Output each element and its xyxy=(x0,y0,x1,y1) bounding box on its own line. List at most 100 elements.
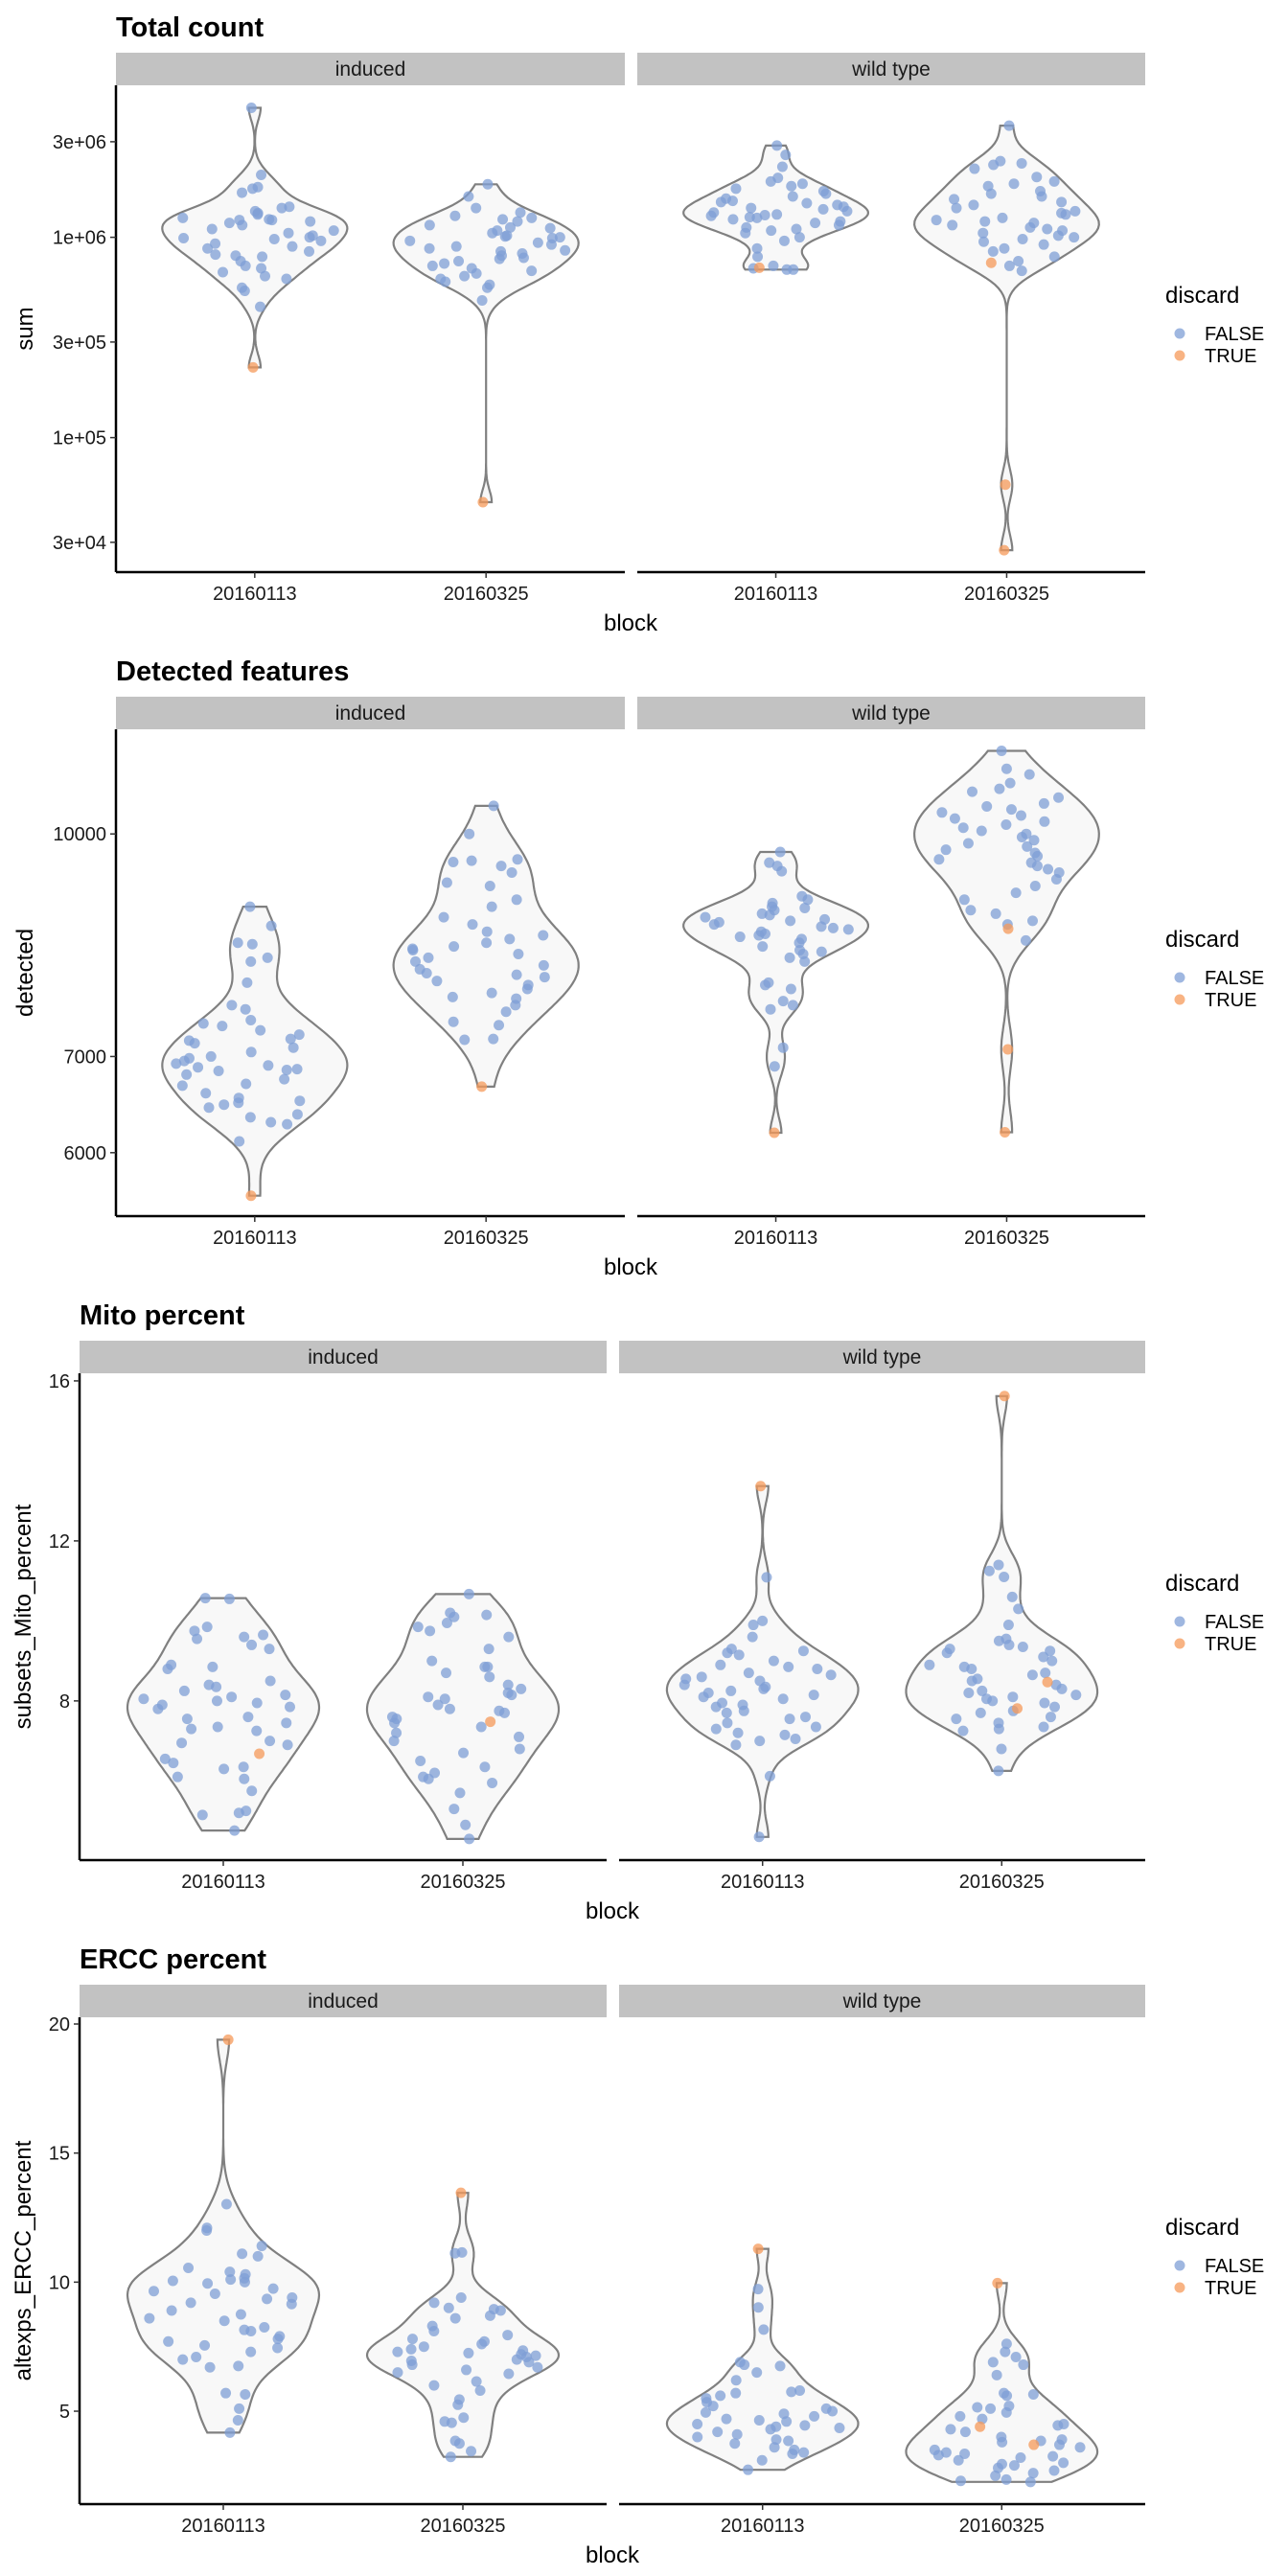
chart-title: ERCC percent xyxy=(80,1944,266,1975)
data-point-kept xyxy=(777,1042,789,1053)
data-point-kept xyxy=(315,235,327,246)
data-point-kept xyxy=(201,1622,213,1633)
data-point-kept xyxy=(798,2447,810,2458)
data-point-kept xyxy=(790,1734,801,1745)
data-point-kept xyxy=(291,1109,303,1120)
data-point-kept xyxy=(497,214,509,225)
data-point-kept xyxy=(753,1831,765,1843)
data-point-kept xyxy=(245,1014,257,1025)
facet-strip xyxy=(80,1341,607,1373)
data-point-kept xyxy=(453,2438,465,2450)
data-point-kept xyxy=(721,2413,732,2425)
data-point-kept xyxy=(464,828,475,840)
data-point-kept xyxy=(526,265,538,277)
data-point-kept xyxy=(466,855,477,866)
data-point-kept xyxy=(176,1080,188,1092)
chart-2: Mito percent subsets_Mito_percent induced 8… xyxy=(11,1300,1264,1924)
data-point-kept xyxy=(758,1683,770,1694)
data-point-kept xyxy=(975,1707,986,1718)
data-point-kept xyxy=(266,215,278,226)
data-point-kept xyxy=(461,2364,472,2376)
data-point-kept xyxy=(197,1018,209,1029)
x-axis-title: block xyxy=(604,610,658,636)
data-point-kept xyxy=(481,937,493,949)
data-point-kept xyxy=(532,2361,543,2373)
data-point-kept xyxy=(499,231,511,242)
data-point-kept xyxy=(412,1622,424,1633)
data-point-kept xyxy=(446,2417,457,2428)
data-point-kept xyxy=(486,901,497,912)
data-point-kept xyxy=(441,1617,452,1628)
y-axis-title: subsets_Mito_percent xyxy=(11,1504,36,1729)
data-point-kept xyxy=(774,846,786,858)
data-point-kept xyxy=(1002,1620,1014,1631)
y-tick-label: 12 xyxy=(49,1531,70,1552)
data-point-kept xyxy=(1048,2465,1060,2476)
data-point-kept xyxy=(965,905,977,916)
data-point-kept xyxy=(233,1097,244,1109)
data-point-kept xyxy=(163,2335,174,2347)
data-point-kept xyxy=(232,937,243,949)
data-point-kept xyxy=(764,857,775,868)
data-point-kept xyxy=(178,1055,190,1067)
data-point-kept xyxy=(443,2302,454,2313)
data-point-kept xyxy=(260,270,271,282)
data-point-kept xyxy=(405,2343,417,2355)
legend-key-true xyxy=(1174,994,1185,1005)
y-tick-label: 3e+06 xyxy=(53,132,106,153)
data-point-kept xyxy=(280,1690,291,1701)
facet-strip xyxy=(619,1985,1145,2017)
y-tick-label: 7000 xyxy=(64,1046,107,1068)
data-point-kept xyxy=(244,1112,256,1123)
data-point-kept xyxy=(786,2386,797,2398)
data-point-kept xyxy=(256,169,267,180)
legend-title: discard xyxy=(1165,283,1239,309)
data-point-kept xyxy=(178,1685,190,1696)
data-point-kept xyxy=(423,952,434,963)
data-point-kept xyxy=(256,2241,267,2252)
data-point-kept xyxy=(1016,265,1027,277)
violin xyxy=(665,1484,860,1838)
data-point-kept xyxy=(521,983,533,995)
facet-label: wild type xyxy=(842,1990,922,2012)
data-point-kept xyxy=(288,1042,299,1053)
data-point-kept xyxy=(440,276,451,288)
data-point-kept xyxy=(246,1785,258,1797)
data-point-kept xyxy=(211,1695,222,1707)
data-point-kept xyxy=(255,1024,266,1036)
facet-panel: induced 6000 7000 10000 20160113 20160325 xyxy=(53,697,625,1249)
y-tick-label: 8 xyxy=(59,1691,70,1713)
data-point-kept xyxy=(1017,233,1028,244)
data-point-kept xyxy=(539,972,550,983)
data-point-kept xyxy=(940,844,952,856)
data-point-kept xyxy=(207,1661,218,1672)
data-point-kept xyxy=(710,1701,722,1713)
data-point-kept xyxy=(242,977,253,988)
data-point-kept xyxy=(223,1593,235,1604)
data-point-kept xyxy=(781,2416,793,2427)
data-point-kept xyxy=(453,256,465,267)
data-point-kept xyxy=(1042,223,1053,235)
data-point-kept xyxy=(1036,191,1047,202)
data-point-kept xyxy=(1000,2473,1012,2485)
data-point-kept xyxy=(463,2347,474,2358)
data-point-kept xyxy=(523,2357,535,2368)
data-point-kept xyxy=(827,922,839,933)
data-point-kept xyxy=(449,2312,461,2324)
data-point-kept xyxy=(796,178,808,190)
facet-label: wild type xyxy=(842,1346,922,1368)
data-point-kept xyxy=(426,1655,438,1667)
facet-strip xyxy=(637,53,1145,85)
data-point-kept xyxy=(294,1095,306,1107)
data-point-kept xyxy=(766,225,777,237)
y-tick-label: 15 xyxy=(49,2144,70,2165)
data-point-kept xyxy=(515,207,526,218)
data-point-kept xyxy=(285,1701,296,1713)
data-point-kept xyxy=(708,919,720,931)
data-point-kept xyxy=(510,1000,521,1011)
data-point-kept xyxy=(242,1712,254,1723)
data-point-kept xyxy=(516,1683,527,1694)
data-point-kept xyxy=(459,270,471,282)
data-point-kept xyxy=(756,2454,768,2466)
